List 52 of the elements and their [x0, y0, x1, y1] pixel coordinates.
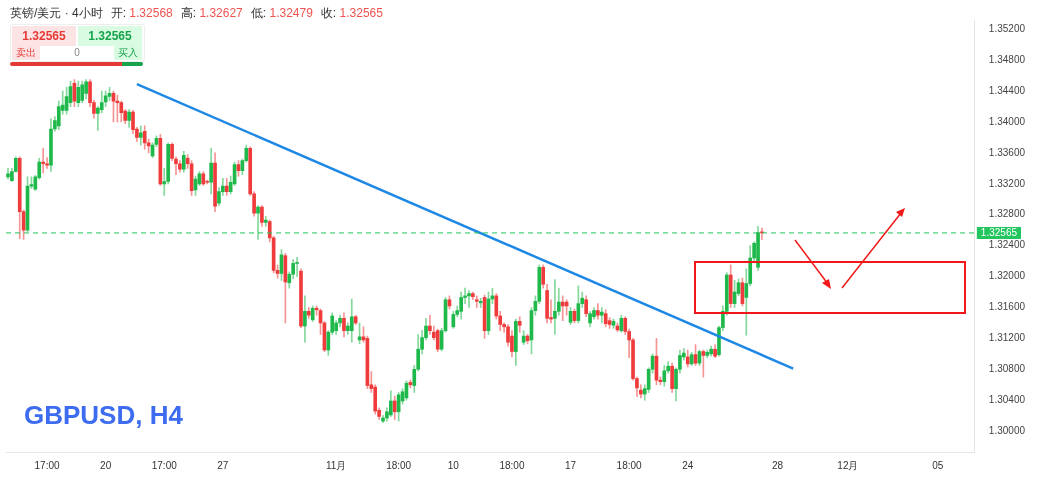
y-tick-label: 1.31200 — [988, 332, 1026, 344]
x-tick-label: 12月 — [837, 459, 859, 471]
x-tick-label: 27 — [217, 459, 229, 471]
x-tick-label: 20 — [100, 459, 112, 471]
candlestick — [553, 279, 557, 335]
candlestick — [428, 314, 432, 335]
x-tick-label: 05 — [932, 459, 944, 471]
candlestick — [295, 256, 299, 277]
candlestick — [45, 157, 49, 169]
candlestick — [467, 290, 471, 308]
x-tick-label: 18:00 — [499, 459, 525, 471]
y-tick-label: 1.35200 — [988, 23, 1026, 35]
y-tick-label: 1.30000 — [988, 424, 1026, 436]
y-tick-label: 1.31600 — [988, 301, 1026, 313]
x-tick-label: 18:00 — [616, 459, 643, 471]
x-tick-label: 18:00 — [386, 459, 412, 471]
annotation: 开: 1.32568 — [110, 6, 173, 20]
y-tick-label: 1.34000 — [988, 115, 1026, 127]
x-tick-label: 17:00 — [34, 459, 61, 471]
y-tick-label: 1.32800 — [988, 208, 1026, 220]
candlestick — [41, 147, 45, 174]
ref-line-label: 1.32565 — [980, 226, 1018, 238]
x-tick-label: 11月 — [325, 459, 347, 471]
candlestick — [560, 295, 565, 321]
annotation: 收: 1.32565 — [320, 6, 383, 20]
y-tick-label: 1.30800 — [988, 363, 1026, 375]
candlestick — [256, 205, 260, 240]
x-tick-label: 17:00 — [151, 459, 178, 471]
chart-title: 英镑/美元 · 4小时 — [10, 6, 103, 20]
annotation: 1.32565 — [78, 26, 142, 46]
x-tick-label: 17 — [564, 459, 577, 471]
candlestick — [174, 156, 178, 175]
y-tick-label: 1.32400 — [988, 239, 1026, 251]
annotation: 买入 — [114, 46, 142, 60]
y-tick-label: 1.33600 — [988, 146, 1026, 158]
annotation: 卖出 — [12, 46, 40, 60]
y-tick-label: 1.33200 — [988, 177, 1026, 189]
annotation: 高: 1.32627 — [180, 6, 243, 20]
candlestick — [474, 295, 479, 308]
annotation: 0 — [73, 46, 81, 60]
annotation: 1.32565 — [12, 26, 76, 46]
y-tick-label: 1.34800 — [988, 53, 1026, 65]
x-tick-label: 24 — [682, 459, 694, 471]
candlestick — [96, 106, 100, 131]
y-tick-label: 1.30400 — [988, 393, 1026, 405]
candlestick — [478, 297, 483, 308]
x-tick-label: 28 — [772, 459, 784, 471]
annotation: GBPUSD, H4 — [24, 400, 183, 431]
annotation: 低: 1.32479 — [250, 6, 313, 20]
y-tick-label: 1.34400 — [988, 84, 1026, 96]
y-tick-label: 1.32000 — [988, 270, 1026, 282]
x-tick-label: 10 — [447, 459, 460, 471]
